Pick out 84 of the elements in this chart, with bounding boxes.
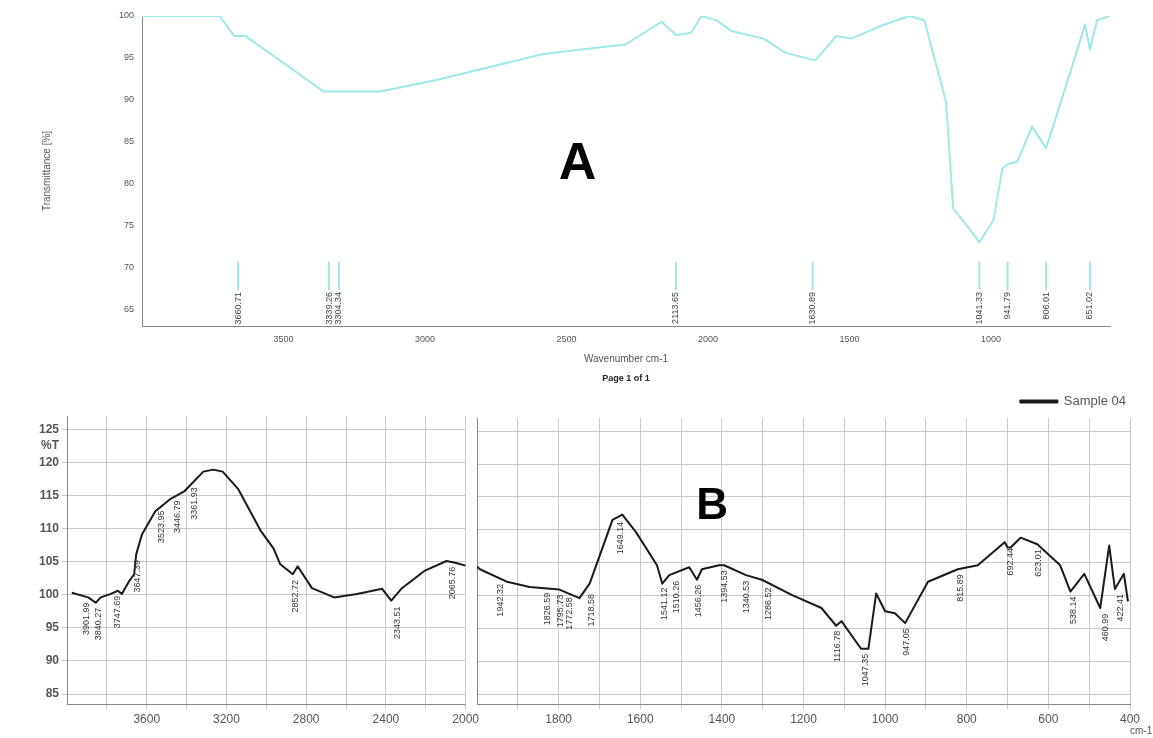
y-tick-label: 90 [45, 653, 60, 668]
x-tick-label: 600 [1038, 711, 1059, 726]
annotation: 651.02 [1084, 292, 1095, 320]
annotation: 1047.35 [860, 653, 871, 687]
y-tick-label: 80 [123, 178, 134, 189]
annotation: 3647.39 [131, 560, 142, 593]
x-tick-label: 2500 [556, 333, 577, 344]
annotation: 2852.72 [290, 579, 301, 613]
y-tick-label: 115 [39, 487, 60, 502]
y-tick-label: 70 [123, 261, 134, 272]
x-axis-title: cm-1 [1130, 724, 1153, 736]
y-tick-label: 95 [123, 52, 134, 63]
y-tick-label: 75 [123, 219, 134, 230]
y-tick-label: 90 [123, 94, 134, 105]
y-tick-label: 110 [39, 520, 60, 535]
y-tick-label: 85 [123, 136, 134, 147]
annotation: 1510.26 [671, 580, 682, 614]
x-tick-label: 1800 [545, 711, 573, 726]
annotation: 1826.59 [542, 592, 553, 626]
y-tick-label: 85 [45, 686, 60, 701]
x-tick-label: 2000 [698, 333, 719, 344]
y-tick-label: 65 [123, 303, 134, 314]
annotation: 3361.93 [188, 487, 199, 520]
annotation: 3446.79 [171, 500, 182, 533]
y-axis-title: Transmittance [%] [40, 130, 52, 212]
y-tick-label: 100 [38, 587, 60, 602]
annotation: 1041.33 [973, 292, 984, 325]
annotation: 3840.27 [93, 607, 104, 641]
annotation: 1394.53 [718, 570, 729, 603]
annotation: 692.44 [1005, 547, 1016, 576]
x-tick-label: 2800 [292, 711, 320, 726]
x-tick-label: 1400 [708, 711, 736, 726]
annotation: 3901.99 [81, 602, 92, 635]
annotation: 1942.32 [495, 584, 506, 617]
annotation: 1340.53 [740, 580, 751, 614]
x-tick-label: 2000 [452, 711, 480, 726]
y-tick-label: 95 [45, 620, 60, 635]
x-tick-label: 1000 [871, 711, 899, 726]
annotation: 947.05 [901, 628, 912, 656]
y-tick-label: 100 [118, 10, 134, 21]
annotation: 3660.71 [232, 292, 243, 325]
text: A [558, 132, 597, 191]
y-axis-title: %T [41, 438, 60, 453]
x-tick-label: 1000 [981, 333, 1002, 344]
annotation: 1772.58 [564, 597, 575, 630]
x-tick-label: 3500 [273, 333, 294, 344]
annotation: 1116.78 [831, 630, 842, 662]
x-tick-label: 1600 [626, 711, 654, 726]
x-tick-label: 3600 [133, 711, 161, 726]
annotation: 3339.26 [323, 292, 334, 325]
annotation: 2113.65 [670, 292, 681, 324]
annotation: 623.01 [1033, 549, 1044, 577]
annotation: 1795.73 [554, 594, 565, 628]
annotation: 3523.95 [156, 510, 167, 543]
y-tick-label: 125 [38, 421, 60, 436]
annotation: 2065.76 [447, 566, 458, 600]
annotation: 538.14 [1068, 596, 1079, 625]
annotation: 1456.26 [693, 584, 704, 618]
annotation: 3304.34 [333, 292, 344, 325]
x-tick-label: 3200 [213, 711, 241, 726]
x-tick-label: 3000 [415, 333, 436, 344]
annotation: 1718.58 [586, 593, 597, 627]
annotation: 1541.12 [658, 587, 669, 620]
x-tick-label: 2400 [372, 711, 400, 726]
annotation: 815.89 [954, 574, 965, 602]
y-tick-label: 105 [38, 553, 60, 568]
text: B [696, 478, 728, 528]
x-tick-label: 1200 [790, 711, 818, 726]
annotation: 1286.52 [762, 587, 773, 620]
x-tick-label: 1500 [839, 333, 860, 344]
annotation: 941.79 [1002, 292, 1013, 320]
annotation: 422.41 [1115, 593, 1126, 622]
x-tick-label: 400 [1119, 711, 1141, 726]
y-tick-label: 120 [38, 454, 60, 469]
x-axis-title: Wavenumber cm-1 [583, 352, 669, 364]
annotation: 1649.14 [614, 521, 625, 555]
annotation: 460.99 [1099, 613, 1110, 642]
annotation: 806.01 [1040, 292, 1051, 320]
annotation: 3747.69 [111, 595, 122, 629]
x-tick-label: 800 [956, 711, 978, 726]
annotation: 2343.51 [391, 606, 402, 639]
legend-label: Sample 04 [1063, 393, 1127, 409]
annotation: 1630.89 [807, 292, 818, 325]
text: Page 1 of 1 [602, 372, 650, 383]
